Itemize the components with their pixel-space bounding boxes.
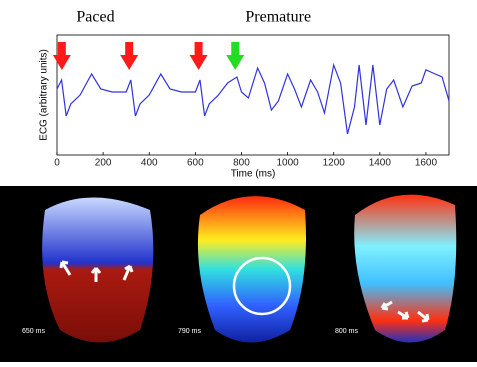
ecg-trace <box>56 62 450 135</box>
heart-image <box>354 194 457 343</box>
time-label: 800 ms <box>335 328 358 335</box>
x-tick-label: 1600 <box>415 158 438 169</box>
y-axis-label: ECG (arbitrary units) <box>39 49 50 141</box>
x-tick-label: 800 <box>233 158 250 169</box>
event-arrow <box>120 42 139 70</box>
event-arrow <box>226 42 245 70</box>
x-tick-label: 0 <box>54 158 60 169</box>
heart-image <box>197 196 306 343</box>
time-label: 650 ms <box>22 328 45 335</box>
x-tick-label: 400 <box>141 158 158 169</box>
ecg-plot: 0 200 400 600 800 1000 1200 1400 1600 Time (ms) EC… <box>39 9 450 180</box>
wave-arrows <box>59 260 430 323</box>
event-arrow <box>189 42 208 70</box>
x-tick-label: 1400 <box>369 158 392 169</box>
x-tick-label: 1000 <box>276 158 299 169</box>
annotation: Paced <box>76 9 114 26</box>
x-tick-label: 600 <box>187 158 204 169</box>
x-tick-label: 1200 <box>323 158 346 169</box>
event-arrow <box>52 42 71 70</box>
annotation: Premature <box>245 9 311 26</box>
x-tick-label: 200 <box>95 158 112 169</box>
x-axis-label: Time (ms) <box>231 169 276 180</box>
plot-frame <box>56 34 450 156</box>
heart-panel <box>0 186 477 362</box>
time-label: 790 ms <box>178 328 201 335</box>
focus-circle <box>232 256 292 316</box>
